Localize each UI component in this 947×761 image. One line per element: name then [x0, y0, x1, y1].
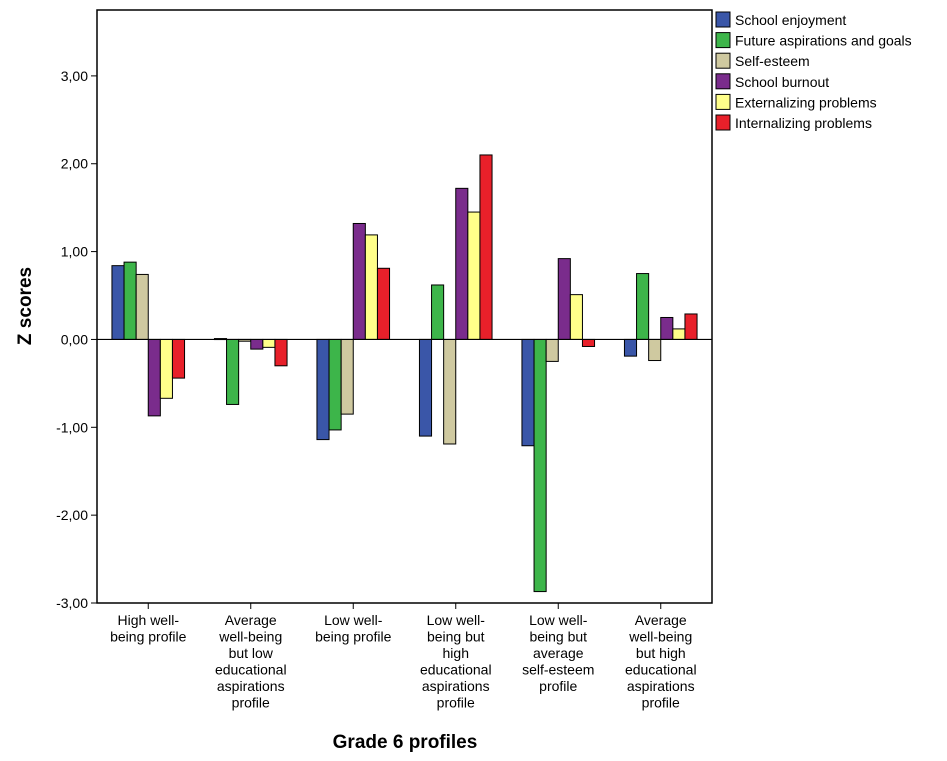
- x-tick-label-line: Average: [635, 612, 687, 628]
- y-tick-label: -1,00: [56, 419, 88, 435]
- x-tick-label-line: profile: [437, 695, 475, 711]
- bar: [623, 338, 638, 357]
- y-tick-label: -2,00: [56, 507, 88, 523]
- bar: [226, 338, 240, 405]
- bar: [521, 338, 535, 447]
- x-tick-label-line: aspirations: [217, 678, 285, 694]
- x-tick-label-line: profile: [232, 695, 270, 711]
- x-tick-label-line: Average: [225, 612, 277, 628]
- x-tick-label-line: Low well-: [324, 612, 383, 628]
- x-tick-label-line: profile: [642, 695, 680, 711]
- bar: [557, 258, 571, 340]
- y-axis-title: Z scores: [15, 267, 36, 345]
- x-tick-label-line: well-being: [628, 629, 692, 645]
- x-tick-label: High well-being profile: [110, 612, 186, 645]
- legend: School enjoyment Future aspirations and g…: [715, 11, 912, 131]
- bar: [274, 338, 288, 367]
- legend-swatch: [715, 52, 731, 69]
- bar: [352, 222, 366, 340]
- y-axis: -3,00 -2,00 -1,00 0,00 1,00 2,00 3,00: [56, 68, 97, 611]
- bar: [171, 338, 186, 379]
- x-tick-label-line: being profile: [110, 629, 186, 645]
- bar: [467, 211, 481, 340]
- bar: [684, 313, 698, 340]
- legend-swatch: [715, 73, 731, 90]
- bar: [533, 338, 547, 593]
- y-tick-label: 2,00: [61, 156, 88, 172]
- x-tick-label-line: well-being: [218, 629, 282, 645]
- x-tick-label-line: being profile: [315, 629, 391, 645]
- bar: [443, 338, 457, 445]
- x-tick-label-line: aspirations: [627, 678, 695, 694]
- x-tick-label-line: educational: [420, 662, 492, 678]
- bar: [111, 265, 125, 340]
- x-tick-label: Low well-being but high educational aspirat…: [420, 612, 492, 711]
- bar: [135, 273, 149, 340]
- x-tick-label-line: High well-: [118, 612, 180, 628]
- bar: [376, 267, 391, 340]
- y-tick-label: -3,00: [56, 595, 88, 611]
- x-tick-label-line: aspirations: [422, 678, 490, 694]
- bar: [250, 338, 264, 350]
- x-tick-label: Low well-being profile: [315, 612, 391, 645]
- legend-label: Future aspirations and goals: [735, 33, 912, 49]
- plot-area-frame: [96, 9, 713, 604]
- x-tick-label: Average well-being but high educational aspi…: [625, 612, 697, 711]
- bar: [569, 294, 583, 340]
- y-tick-label: 1,00: [61, 244, 88, 260]
- x-tick-label: Average well-being but low educational aspir…: [215, 612, 287, 711]
- x-tick-label-line: being but: [427, 629, 485, 645]
- legend-swatch: [715, 93, 731, 110]
- legend-swatch: [715, 32, 731, 49]
- bar: [581, 338, 596, 347]
- bar: [340, 338, 354, 415]
- legend-label: Internalizing problems: [735, 115, 872, 131]
- x-tick-label-line: Low well-: [427, 612, 486, 628]
- legend-swatch: [715, 11, 731, 28]
- legend-swatch: [715, 114, 731, 131]
- bar: [147, 338, 161, 417]
- bar: [455, 187, 469, 340]
- bars-group: [111, 154, 698, 593]
- x-tick-label-line: but low: [229, 645, 274, 661]
- x-tick-label-line: educational: [625, 662, 697, 678]
- bar: [431, 284, 445, 340]
- bar: [545, 338, 559, 362]
- bar: [636, 273, 650, 340]
- x-tick-label-line: self-esteem: [522, 662, 594, 678]
- x-tick-label-line: high: [443, 645, 469, 661]
- x-tick-label-line: but high: [636, 645, 686, 661]
- bar: [672, 328, 686, 340]
- bar: [479, 154, 493, 340]
- legend-label: Externalizing problems: [735, 94, 877, 110]
- x-tick-label-line: Low well-: [529, 612, 588, 628]
- bar: [262, 338, 276, 348]
- x-tick-label-line: average: [533, 645, 584, 661]
- x-tick-label-line: educational: [215, 662, 287, 678]
- bar: [418, 338, 433, 437]
- legend-label: School enjoyment: [735, 12, 846, 28]
- bar: [328, 338, 342, 431]
- x-axis-title: Grade 6 profiles: [333, 732, 478, 753]
- legend-label: School burnout: [735, 74, 829, 90]
- bar: [123, 261, 137, 340]
- y-tick-label: 0,00: [61, 331, 88, 347]
- bar: [316, 338, 330, 441]
- x-tick-label-line: profile: [539, 678, 577, 694]
- bar: [159, 338, 173, 399]
- x-tick-label-line: being but: [529, 629, 587, 645]
- legend-label: Self-esteem: [735, 53, 810, 69]
- bar: [364, 234, 378, 340]
- x-tick-label: Low well-being but average self-esteem prof…: [522, 612, 594, 694]
- bar: [660, 316, 674, 340]
- y-tick-label: 3,00: [61, 68, 88, 84]
- bar: [648, 338, 662, 362]
